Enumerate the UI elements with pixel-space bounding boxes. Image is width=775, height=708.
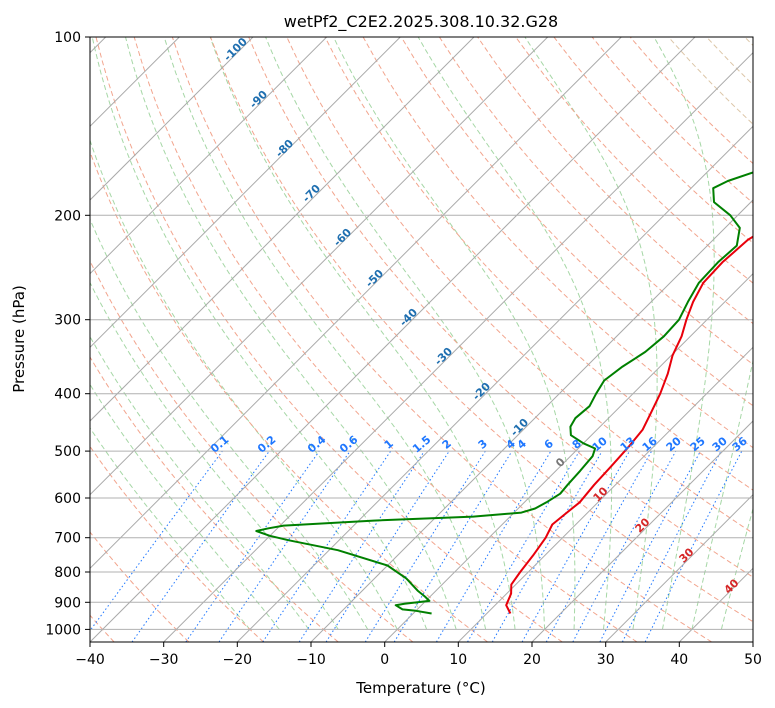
moist-adiabat-line	[90, 218, 369, 630]
y-axis-ticks: 100 200 300 400 500 600 700 800 900 1000	[45, 30, 90, 638]
dry-adiabat-line	[90, 356, 339, 642]
isotherm-line	[90, 37, 696, 642]
x-tick-label: 50	[744, 652, 762, 668]
mixing-ratio-line	[325, 450, 450, 642]
y-tick-label: 700	[54, 531, 81, 547]
moist-adiabat-line	[691, 358, 753, 630]
isotherm-line	[605, 493, 753, 642]
temperature-line	[505, 235, 753, 614]
isotherm-line	[90, 37, 401, 349]
y-tick-label: 1000	[45, 622, 81, 638]
x-tick-label: 20	[523, 652, 541, 668]
x-axis-title: Temperature (°C)	[355, 679, 485, 697]
moist-adiabat-line	[333, 37, 576, 630]
moist-adiabat-line	[653, 37, 715, 630]
moist-adiabat-line	[90, 281, 339, 630]
isotherm-line	[384, 272, 753, 642]
isotherm-line	[236, 125, 753, 642]
y-tick-label: 100	[54, 30, 81, 46]
plot-area: 0.1 0.2 0.4 0.6 1 1.5 2 3 44 6 8 10 13 16 20 25 30 36-100…	[90, 37, 753, 642]
moist-adiabat-line	[91, 37, 428, 630]
mixing-ratio-lines	[90, 450, 743, 642]
moist-adiabat-line	[265, 37, 546, 630]
x-tick-label: −10	[296, 652, 326, 668]
mixing-ratio-line	[218, 450, 351, 642]
moist-adiabat-line	[209, 37, 516, 630]
isotherm-line	[310, 199, 753, 642]
dry-adiabat-line	[95, 37, 563, 642]
isotherm-line	[531, 420, 753, 642]
isotherm-line	[163, 51, 753, 642]
isotherm-line	[90, 37, 549, 496]
mixing-ratio-line	[90, 450, 223, 632]
isotherm-line	[90, 37, 475, 422]
x-tick-label: 30	[597, 652, 615, 668]
dry-adiabat-line	[324, 37, 753, 491]
dry-adiabat-line	[210, 37, 753, 623]
moist-adiabat-line	[720, 506, 753, 630]
dry-adiabat-line	[90, 150, 488, 642]
plot-frame	[89, 36, 754, 643]
x-tick-label: −30	[149, 652, 179, 668]
isotherm-line	[90, 37, 622, 570]
moist-adiabat-line	[125, 37, 457, 630]
y-tick-label: 600	[54, 491, 81, 507]
mixing-ratio-line	[393, 450, 513, 642]
chart-title: wetPf2_C2E2.2025.308.10.32.G28	[284, 12, 558, 32]
y-axis-title: Pressure (hPa)	[10, 285, 28, 393]
dry-adiabat-line	[133, 37, 638, 642]
mixing-ratio-line	[644, 450, 743, 642]
dry-adiabat-line	[171, 37, 712, 642]
skewed-isotherms	[90, 37, 753, 642]
x-tick-label: 0	[380, 652, 389, 668]
isotherm-line	[90, 37, 328, 275]
y-tick-label: 900	[54, 595, 81, 611]
profile-series	[255, 171, 753, 615]
y-tick-label: 200	[54, 208, 81, 224]
x-tick-label: −40	[75, 652, 105, 668]
mixing-ratio-line	[572, 450, 677, 642]
moist-adiabat-line	[524, 37, 658, 630]
y-tick-label: 500	[54, 444, 81, 460]
dry-adiabat-line	[90, 445, 264, 642]
dry-adiabat-line	[438, 37, 753, 366]
y-tick-label: 300	[54, 313, 81, 329]
mixing-ratio-line	[298, 450, 425, 642]
mixing-ratio-line	[545, 450, 653, 642]
moist-adiabat-line	[163, 37, 487, 630]
dry-adiabat-line	[248, 37, 753, 578]
moist-adiabat-line	[417, 37, 613, 630]
x-axis-ticks: −40 −30 −20 −10 0 10 20 30 40 50	[75, 642, 762, 668]
dry-adiabat-line	[515, 37, 753, 284]
moist-adiabat-line	[90, 138, 398, 630]
dry-adiabat-line	[90, 531, 190, 642]
mixing-ratio-line	[262, 450, 392, 642]
x-tick-label: 10	[449, 652, 467, 668]
mixing-ratio-line	[185, 450, 320, 642]
y-tick-label: 800	[54, 565, 81, 581]
x-tick-label: −20	[223, 652, 253, 668]
dewpoint-line	[255, 171, 753, 615]
mixing-ratio-line	[131, 450, 270, 642]
x-tick-label: 40	[670, 652, 688, 668]
mixing-ratio-line	[521, 450, 630, 642]
isotherm-line	[457, 346, 753, 642]
y-tick-label: 400	[54, 387, 81, 403]
pressure-gridlines	[90, 37, 753, 630]
isotherm-line	[90, 37, 254, 201]
dry-adiabat-line	[400, 37, 753, 407]
